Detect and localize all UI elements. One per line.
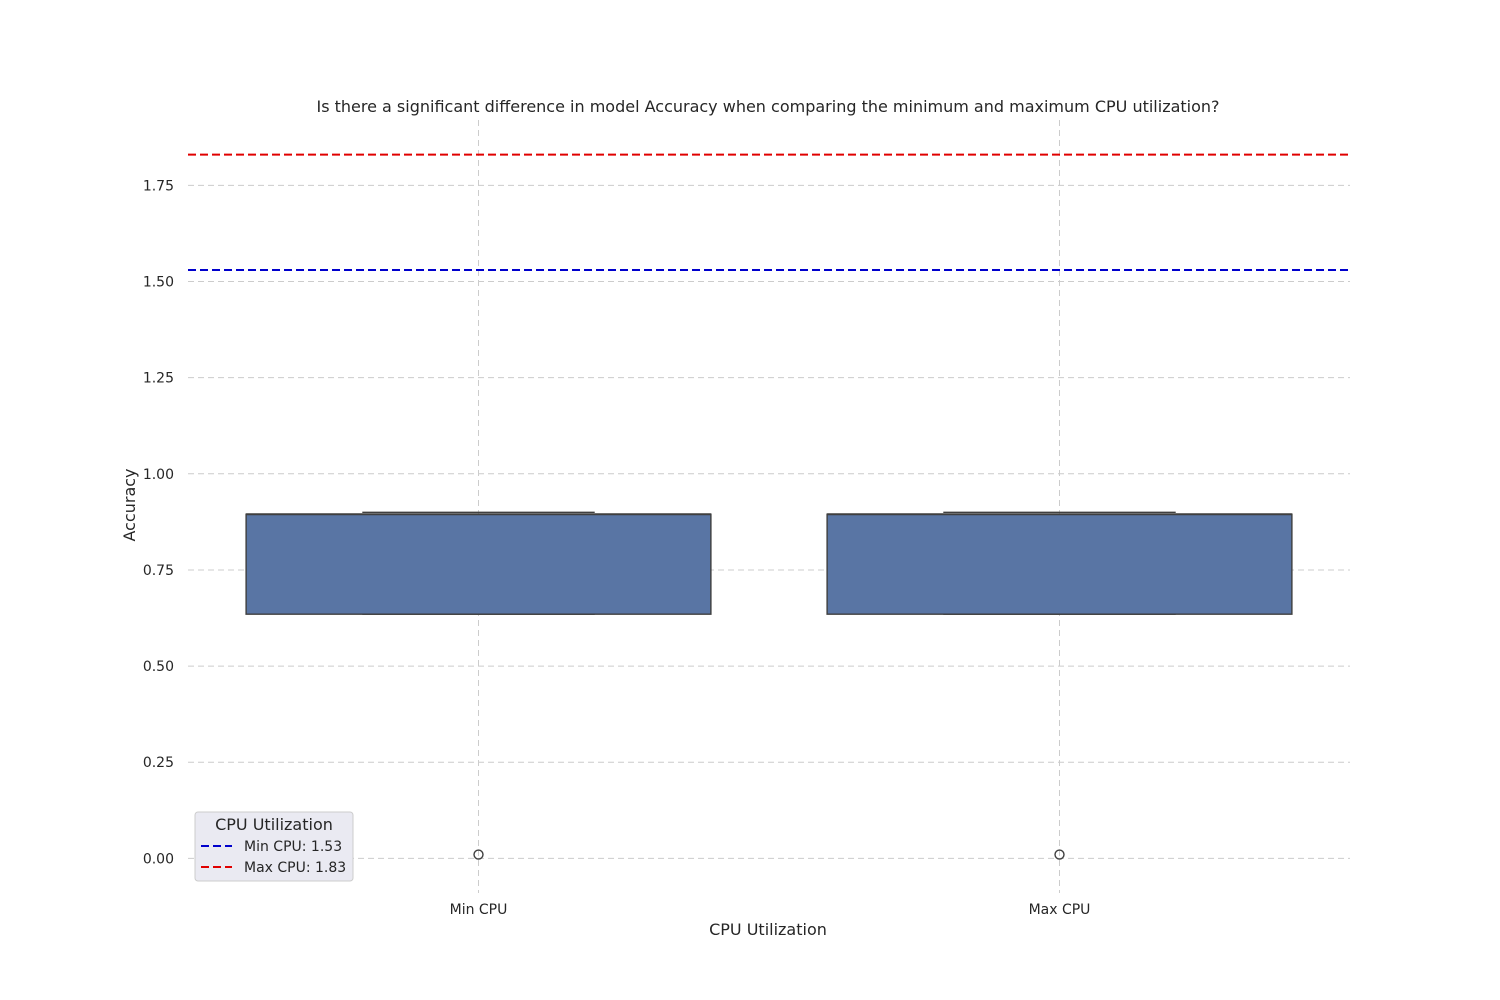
y-tick-label: 0.25 [143, 755, 174, 771]
chart-title: Is there a significant difference in mod… [316, 97, 1219, 116]
legend-entry-min-cpu: Min CPU: 1.53 [244, 839, 342, 855]
y-tick-label: 1.75 [143, 178, 174, 194]
y-tick-label: 1.25 [143, 371, 174, 387]
y-tick-label: 0.75 [143, 563, 174, 579]
box-body [245, 513, 712, 615]
outlier-point [473, 849, 484, 860]
outlier-point [1054, 849, 1065, 860]
legend: CPU Utilization Min CPU: 1.53 Max CPU: 1… [194, 811, 354, 882]
x-axis-label: CPU Utilization [709, 920, 827, 939]
y-tick-label: 0.50 [143, 659, 174, 675]
y-tick-label: 1.50 [143, 275, 174, 291]
x-tick-label: Min CPU [450, 902, 508, 918]
legend-frame [194, 811, 354, 882]
y-tick-label: 1.00 [143, 467, 174, 483]
x-axis-ticks: Min CPU Max CPU [450, 902, 1091, 918]
reference-lines [188, 153, 1350, 271]
x-grid-lines [478, 120, 1060, 893]
y-axis-label: Accuracy [120, 468, 139, 541]
legend-entry-max-cpu: Max CPU: 1.83 [244, 860, 346, 876]
legend-title: CPU Utilization [215, 815, 333, 834]
box-series [245, 511, 1293, 860]
x-tick-label: Max CPU [1029, 902, 1091, 918]
box-body [826, 513, 1293, 615]
y-axis-ticks: 0.00 0.25 0.50 0.75 1.00 1.25 1.50 1.75 [143, 178, 174, 867]
y-tick-label: 0.00 [143, 851, 174, 867]
